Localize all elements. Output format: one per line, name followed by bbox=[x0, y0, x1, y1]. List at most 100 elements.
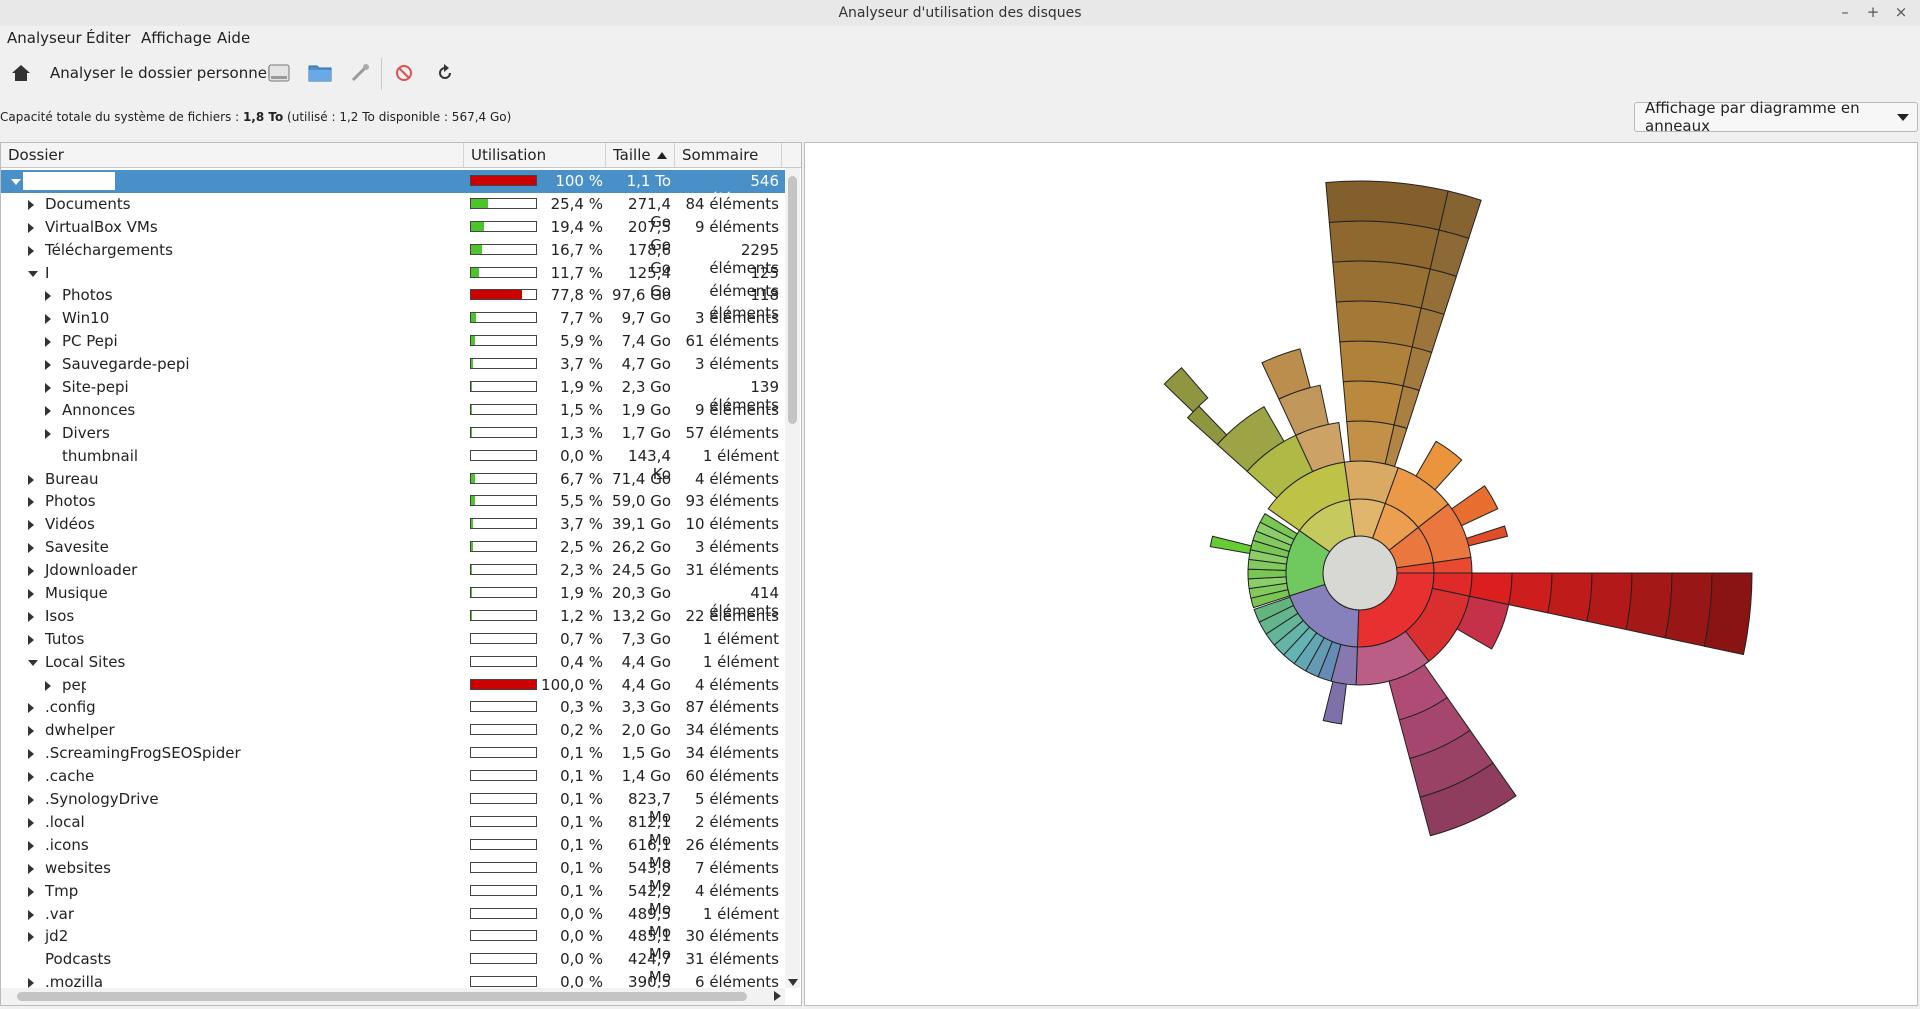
table-row[interactable]: .ScreamingFrogSEOSpider 0,1 % 1,5 Go 34 élé… bbox=[1, 742, 785, 765]
expander-closed-icon[interactable] bbox=[28, 840, 34, 851]
expander-closed-icon[interactable] bbox=[28, 566, 34, 577]
expander-closed-icon[interactable] bbox=[28, 863, 34, 874]
table-row[interactable]: .cache 0,1 % 1,4 Go 60 éléments bbox=[1, 765, 785, 788]
expander-closed-icon[interactable] bbox=[28, 474, 34, 485]
menu-editer[interactable]: Éditer bbox=[86, 29, 131, 47]
chart-type-select[interactable]: Affichage par diagramme en anneaux bbox=[1634, 99, 1918, 135]
table-row[interactable]: Podcasts 0,0 % 424,7 Mo 31 éléments bbox=[1, 948, 785, 986]
column-header-size[interactable]: Taille bbox=[606, 143, 675, 167]
table-row[interactable]: Photos 5,5 % 59,0 Go 93 éléments bbox=[1, 490, 785, 513]
table-row[interactable]: Divers 1,3 % 1,7 Go 57 éléments bbox=[1, 422, 785, 445]
expander-closed-icon[interactable] bbox=[28, 589, 34, 600]
ring-segment[interactable] bbox=[1328, 220, 1440, 270]
ring-segment[interactable] bbox=[1451, 485, 1499, 527]
table-row[interactable]: PC Pepi 5,9 % 7,4 Go 61 éléments bbox=[1, 330, 785, 353]
expander-closed-icon[interactable] bbox=[28, 772, 34, 783]
ring-segment[interactable] bbox=[1438, 190, 1482, 239]
table-row[interactable]: Win10 7,7 % 9,7 Go 3 éléments bbox=[1, 307, 785, 330]
column-header-folder[interactable]: Dossier bbox=[1, 143, 464, 167]
menu-affichage[interactable]: Affichage bbox=[141, 29, 212, 47]
table-row[interactable]: dwhelper 0,2 % 2,0 Go 34 éléments bbox=[1, 719, 785, 742]
table-row[interactable]: Savesite 2,5 % 26,2 Go 3 éléments bbox=[1, 536, 785, 559]
ring-segment[interactable] bbox=[1259, 512, 1298, 541]
vertical-scrollbar[interactable] bbox=[785, 168, 800, 988]
scroll-down-icon[interactable] bbox=[788, 979, 798, 986]
table-row[interactable]: .SynologyDrive 0,1 % 823,7 Mo 5 éléments bbox=[1, 788, 785, 826]
stop-scan-button[interactable] bbox=[391, 60, 417, 86]
table-row[interactable]: Bureau 6,7 % 71,4 Go 4 éléments bbox=[1, 468, 785, 491]
horizontal-scroll-thumb[interactable] bbox=[17, 992, 747, 1001]
table-row[interactable]: Local Sites 0,4 % 4,4 Go 1 élément bbox=[1, 651, 785, 674]
ring-segment[interactable] bbox=[1508, 572, 1553, 614]
expander-open-icon[interactable] bbox=[28, 659, 38, 666]
expander-closed-icon[interactable] bbox=[28, 726, 34, 737]
column-header-summary[interactable]: Sommaire bbox=[675, 143, 782, 167]
expander-closed-icon[interactable] bbox=[28, 817, 34, 828]
expander-closed-icon[interactable] bbox=[45, 360, 51, 371]
table-row[interactable]: Documents 25,4 % 271,4 Go 84 éléments bbox=[1, 193, 785, 231]
column-header-usage[interactable]: Utilisation bbox=[464, 143, 606, 167]
ring-segment[interactable] bbox=[1419, 762, 1517, 837]
table-row[interactable]: Annonces 1,5 % 1,9 Go 9 éléments bbox=[1, 399, 785, 422]
expander-closed-icon[interactable] bbox=[28, 932, 34, 943]
ring-segment[interactable] bbox=[1415, 440, 1463, 491]
ring-segment[interactable] bbox=[1432, 556, 1473, 574]
ring-segment[interactable] bbox=[1322, 681, 1347, 725]
expander-closed-icon[interactable] bbox=[28, 634, 34, 645]
expander-closed-icon[interactable] bbox=[45, 314, 51, 325]
expander-closed-icon[interactable] bbox=[28, 543, 34, 554]
ring-segment[interactable] bbox=[1586, 572, 1633, 631]
table-row[interactable]: .config 0,3 % 3,3 Go 87 éléments bbox=[1, 696, 785, 719]
ring-segment[interactable] bbox=[1339, 340, 1413, 387]
expander-closed-icon[interactable] bbox=[28, 749, 34, 760]
refresh-button[interactable] bbox=[432, 60, 458, 86]
ring-segment[interactable] bbox=[1342, 380, 1404, 426]
minimize-button[interactable]: – bbox=[1841, 3, 1849, 21]
horizontal-scrollbar[interactable] bbox=[1, 988, 785, 1005]
ring-segment[interactable] bbox=[1456, 595, 1510, 650]
expander-closed-icon[interactable] bbox=[45, 680, 51, 691]
ring-segment[interactable] bbox=[1703, 572, 1753, 656]
expander-closed-icon[interactable] bbox=[28, 222, 34, 233]
table-row[interactable]: Photos 77,8 % 97,6 Go 118 éléments bbox=[1, 284, 785, 322]
expander-closed-icon[interactable] bbox=[45, 291, 51, 302]
ring-segment[interactable] bbox=[1465, 525, 1509, 547]
expander-closed-icon[interactable] bbox=[28, 520, 34, 531]
ring-segment[interactable] bbox=[1625, 572, 1673, 639]
table-row[interactable]: websites 0,1 % 543,8 Mo 7 éléments bbox=[1, 857, 785, 895]
table-row[interactable]: .var 0,0 % 489,5 Mo 1 élément bbox=[1, 903, 785, 941]
table-row[interactable]: thumbnail 0,0 % 143,4 Ko 1 élément bbox=[1, 445, 785, 483]
table-row[interactable]: VirtualBox VMs 19,4 % 207,5 Go 9 éléments bbox=[1, 216, 785, 254]
table-row[interactable]: Isos 1,2 % 13,2 Go 22 éléments bbox=[1, 605, 785, 628]
table-row[interactable]: .local 0,1 % 812,1 Mo 2 éléments bbox=[1, 811, 785, 849]
menu-analyseur[interactable]: Analyseur bbox=[7, 29, 82, 47]
ring-segment[interactable] bbox=[1335, 300, 1422, 348]
expander-closed-icon[interactable] bbox=[28, 199, 34, 210]
table-row[interactable]: Jdownloader 2,3 % 24,5 Go 31 éléments bbox=[1, 559, 785, 582]
scan-remote-button[interactable] bbox=[347, 60, 373, 86]
close-button[interactable]: × bbox=[1894, 3, 1908, 21]
expander-open-icon[interactable] bbox=[28, 270, 38, 277]
expander-closed-icon[interactable] bbox=[45, 383, 51, 394]
ring-segment[interactable] bbox=[1332, 260, 1431, 309]
expander-open-icon[interactable] bbox=[11, 179, 21, 185]
ring-segment[interactable] bbox=[1163, 367, 1209, 413]
scan-folder-button[interactable] bbox=[306, 60, 334, 86]
expander-closed-icon[interactable] bbox=[28, 703, 34, 714]
table-row[interactable]: pep 100,0 % 4,4 Go 4 éléments bbox=[1, 674, 785, 697]
table-row[interactable]: Vidéos 3,7 % 39,1 Go 10 éléments bbox=[1, 513, 785, 536]
table-row[interactable]: Téléchargements 16,7 % 178,6 Go 2295 élémen… bbox=[1, 239, 785, 277]
menu-aide[interactable]: Aide bbox=[217, 29, 251, 47]
expander-closed-icon[interactable] bbox=[45, 428, 51, 439]
scan-home-button[interactable]: Analyser le dossier personnel bbox=[10, 60, 272, 86]
table-row[interactable]: Sauvegarde-pepi 3,7 % 4,7 Go 3 éléments bbox=[1, 353, 785, 376]
expander-closed-icon[interactable] bbox=[28, 245, 34, 256]
ring-segment[interactable] bbox=[1253, 596, 1295, 623]
table-row[interactable]: Tmp 0,1 % 542,2 Mo 4 éléments bbox=[1, 880, 785, 918]
expander-closed-icon[interactable] bbox=[45, 405, 51, 416]
ring-segment[interactable] bbox=[1547, 572, 1593, 622]
expander-closed-icon[interactable] bbox=[28, 611, 34, 622]
table-row[interactable]: Musique 1,9 % 20,3 Go 414 éléments bbox=[1, 582, 785, 620]
